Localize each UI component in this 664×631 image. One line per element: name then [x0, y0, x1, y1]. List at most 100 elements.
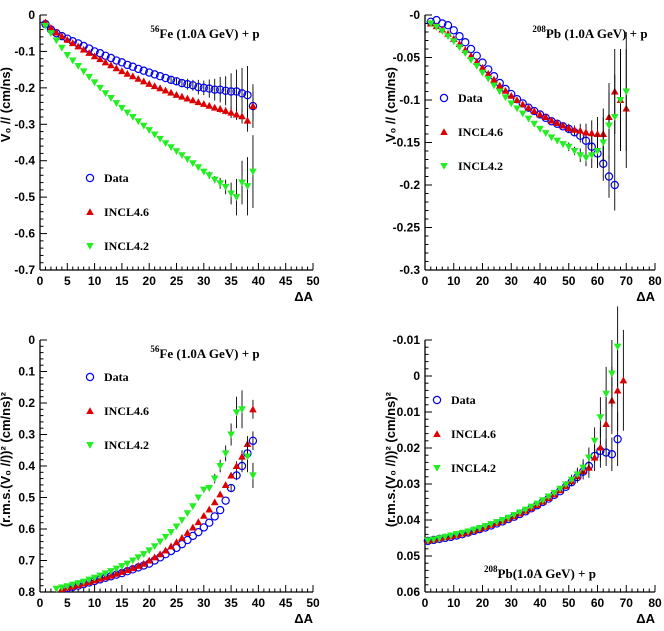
data-point: [458, 529, 467, 537]
data-point: [232, 462, 241, 470]
data-point: [237, 89, 247, 98]
data-point: [145, 547, 153, 555]
data-point: [550, 489, 559, 497]
data-point: [63, 583, 72, 591]
x-tick-label: 80: [648, 274, 662, 288]
data-point: [622, 88, 631, 96]
data-point: [117, 58, 127, 67]
data-point: [570, 147, 579, 155]
data-point: [161, 86, 170, 94]
data-point: [490, 82, 498, 90]
data-point: [582, 128, 590, 136]
data-point: [178, 92, 186, 100]
data-point: [161, 140, 170, 148]
legend-marker: [85, 372, 95, 382]
data-point: [610, 180, 619, 190]
chart-title: 208Pb (1.0A GeV) + p: [532, 24, 647, 41]
data-point: [156, 538, 164, 546]
data-point: [150, 553, 159, 561]
data-point: [52, 585, 61, 593]
data-point: [129, 564, 137, 572]
data-point: [172, 90, 181, 98]
data-point: [564, 124, 573, 132]
data-point: [85, 49, 93, 56]
y-tick-label: 0.06: [397, 585, 421, 599]
data-point: [68, 39, 77, 47]
legend-marker: [439, 93, 449, 103]
data-point: [155, 71, 165, 81]
data-point: [123, 566, 132, 573]
data-point: [493, 519, 501, 526]
data-point: [183, 80, 192, 89]
data-point: [613, 386, 622, 394]
panel-fe-mean-velocity: 0-0.1-0.2-0.3-0.4-0.5-0.6-0.70 5 10 15 20 25 3…: [0, 8, 320, 304]
data-point: [562, 481, 570, 489]
data-point: [63, 35, 72, 43]
data-point: [47, 23, 55, 31]
data-point: [107, 571, 115, 579]
data-point: [232, 110, 241, 118]
data-point: [553, 119, 562, 126]
data-point: [205, 84, 214, 93]
data-point: [605, 122, 613, 130]
series-data: [63, 431, 258, 593]
data-point: [432, 23, 441, 31]
chart-title: 56Fe (1.0A GeV) + p: [150, 24, 259, 41]
y-tick-label: 0.3: [18, 428, 35, 442]
data-point: [150, 70, 159, 79]
legend-label: INCL4.2: [458, 159, 503, 173]
data-point: [167, 542, 175, 550]
data-point: [183, 156, 192, 164]
data-point: [129, 557, 137, 565]
data-point: [189, 96, 197, 104]
x-tick-label: 30: [197, 596, 211, 610]
data-point: [238, 112, 246, 120]
data-point: [541, 113, 550, 121]
data-point: [444, 33, 452, 41]
data-point: [238, 406, 246, 414]
data-point: [96, 55, 104, 63]
data-point: [536, 125, 544, 133]
data-point: [118, 568, 126, 575]
data-point: [74, 580, 83, 587]
data-point: [226, 483, 236, 493]
data-point: [172, 148, 181, 156]
data-point: [123, 560, 132, 568]
data-point: [461, 38, 470, 47]
x-tick-label: 5: [64, 596, 71, 610]
data-point: [161, 546, 170, 554]
x-tick-label: 80: [648, 596, 662, 610]
data-point: [243, 453, 252, 461]
chart-title: 208Pb(1.0A GeV) + p: [484, 564, 596, 581]
x-tick-label: 60: [591, 596, 605, 610]
legend-label: Data: [104, 370, 129, 384]
x-axis-label: ΔA: [294, 611, 313, 626]
legend-label: Data: [458, 91, 483, 105]
legend-marker: [86, 407, 94, 415]
data-point: [518, 100, 527, 108]
y-tick-label: 0: [413, 369, 420, 383]
y-tick-label: -0.5: [14, 190, 35, 204]
y-tick-label: -0.3: [14, 117, 35, 131]
y-tick-label: -0.6: [14, 227, 35, 241]
data-point: [134, 64, 143, 74]
data-point: [189, 523, 197, 531]
data-point: [194, 98, 203, 106]
data-point: [243, 183, 252, 191]
data-point: [134, 118, 143, 126]
title-reaction: Pb(1.0A GeV) + p: [498, 566, 596, 581]
data-point: [567, 476, 576, 484]
data-point: [596, 414, 605, 422]
data-point: [205, 518, 214, 527]
data-point: [464, 528, 472, 536]
data-point: [604, 172, 614, 181]
data-point: [194, 527, 203, 537]
data-point: [616, 96, 625, 104]
y-tick-label: 0: [28, 333, 35, 347]
x-tick-label: 70: [620, 274, 634, 288]
data-point: [210, 475, 219, 483]
data-point: [161, 73, 170, 83]
data-point: [139, 77, 148, 85]
data-point: [178, 152, 186, 160]
